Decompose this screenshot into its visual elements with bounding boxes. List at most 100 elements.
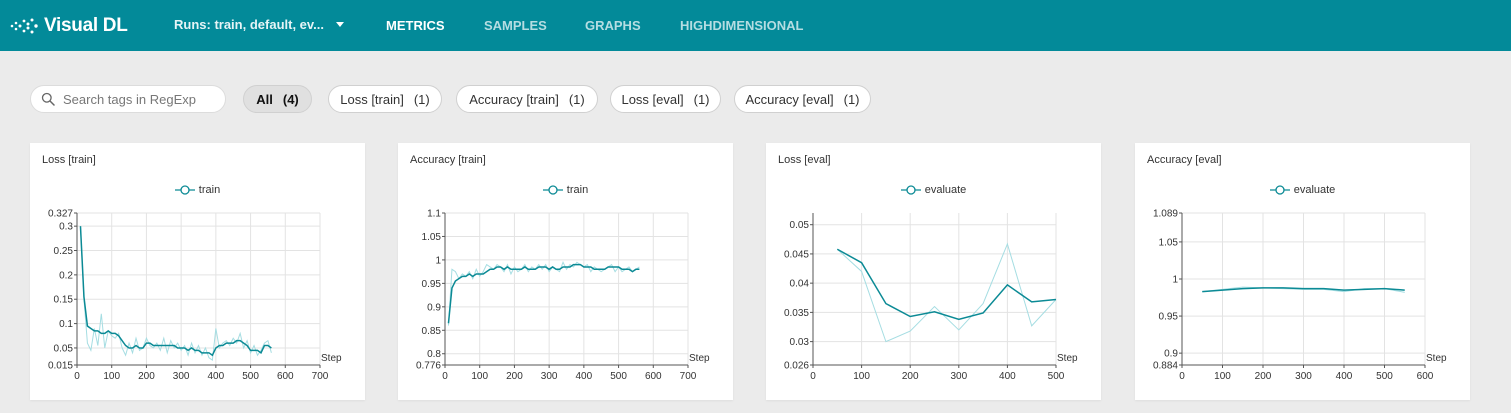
- x-tick-label: 500: [1048, 371, 1065, 382]
- series-smoothed-line: [447, 263, 640, 324]
- chart-title: Accuracy [eval]: [1147, 154, 1222, 166]
- tag-label: All: [256, 91, 273, 107]
- x-tick-label: 400: [1336, 371, 1353, 382]
- tag-count: (1): [693, 91, 710, 107]
- y-tick-label: 0.15: [54, 295, 74, 306]
- y-tick-label: 0.85: [422, 326, 442, 337]
- x-tick-label: 100: [103, 371, 120, 382]
- legend-line-icon: [542, 185, 563, 195]
- series-raw-line: [836, 242, 1057, 343]
- x-tick-label: 500: [610, 371, 627, 382]
- nav-metrics[interactable]: METRICS: [386, 18, 445, 33]
- tag-count: (1): [413, 91, 430, 107]
- x-tick-label: 100: [471, 371, 488, 382]
- x-tick-label: 300: [1295, 371, 1312, 382]
- nav-graphs[interactable]: GRAPHS: [585, 18, 641, 33]
- caret-down-icon: [336, 22, 345, 27]
- x-axis-label: Step: [689, 353, 710, 364]
- line-chart[interactable]: 0 100 200 300 400 500 0.026 0.03 0.035 0.04 0.045 0…: [766, 198, 1101, 398]
- x-tick-label: 700: [680, 371, 697, 382]
- tag-filter-loss-eval[interactable]: Loss [eval] (1): [610, 85, 721, 113]
- chart-legend[interactable]: train: [30, 184, 365, 196]
- legend-line-icon: [174, 185, 195, 195]
- tag-label: Loss [eval]: [621, 91, 684, 107]
- nav-samples[interactable]: SAMPLES: [484, 18, 547, 33]
- y-tick-label: 0.25: [54, 246, 74, 257]
- chart-title: Loss [eval]: [778, 154, 831, 166]
- runs-selector[interactable]: Runs: train, default, ev...: [174, 17, 345, 32]
- y-tick-label: 0.95: [1159, 312, 1179, 323]
- x-tick-label: 0: [442, 371, 448, 382]
- legend-label: train: [198, 184, 221, 196]
- x-axis-label: Step: [1057, 353, 1078, 364]
- x-tick-label: 500: [242, 371, 259, 382]
- tag-count: (4): [282, 91, 299, 107]
- y-tick-label: 0.026: [784, 361, 809, 372]
- y-tick-label: 1.1: [427, 209, 441, 220]
- legend-line-icon: [1269, 185, 1290, 195]
- y-tick-label: 0.2: [59, 270, 73, 281]
- y-tick-label: 0.3: [59, 222, 73, 233]
- x-tick-label: 700: [312, 371, 329, 382]
- x-axis-label: Step: [321, 353, 342, 364]
- nav-highdimensional[interactable]: HIGHDIMENSIONAL: [680, 18, 804, 33]
- chart-card-loss-train: Loss [train] train 0 100 200 300 400 500 600 70…: [30, 143, 365, 400]
- chart-card-accuracy-eval: Accuracy [eval] evaluate 0 100 200 300 400 50…: [1135, 143, 1470, 400]
- tag-count: (1): [843, 91, 860, 107]
- chart-title: Accuracy [train]: [410, 154, 486, 166]
- x-axis-label: Step: [1426, 353, 1447, 364]
- x-tick-label: 0: [74, 371, 80, 382]
- y-tick-label: 0.9: [427, 302, 441, 313]
- x-tick-label: 200: [902, 371, 919, 382]
- x-tick-label: 200: [506, 371, 523, 382]
- top-navigation-bar: Visual DL Runs: train, default, ev... ME…: [0, 0, 1511, 51]
- visualdl-logo-icon: [10, 18, 38, 34]
- x-tick-label: 400: [999, 371, 1016, 382]
- x-tick-label: 600: [277, 371, 294, 382]
- line-chart[interactable]: 0 100 200 300 400 500 600 700 0.015 0.05 0.1 0.15 0.…: [30, 198, 365, 398]
- x-tick-label: 0: [810, 371, 816, 382]
- tag-count: (1): [568, 91, 585, 107]
- chart-legend[interactable]: evaluate: [766, 184, 1101, 196]
- app-name: Visual DL: [44, 15, 128, 36]
- y-tick-label: 1.05: [1159, 237, 1179, 248]
- y-tick-label: 0.1: [59, 319, 73, 330]
- y-tick-label: 0.045: [784, 249, 809, 260]
- y-tick-label: 0.9: [1164, 349, 1178, 360]
- x-tick-label: 400: [208, 371, 225, 382]
- series-raw-line: [447, 260, 640, 326]
- y-tick-label: 1: [1172, 274, 1178, 285]
- series-raw-line: [79, 226, 272, 362]
- x-tick-label: 500: [1376, 371, 1393, 382]
- y-tick-label: 0.04: [790, 279, 810, 290]
- runs-selector-label: Runs: train, default, ev...: [174, 17, 325, 32]
- x-tick-label: 300: [541, 371, 558, 382]
- tag-search[interactable]: [30, 85, 226, 113]
- tag-filter-all[interactable]: All (4): [243, 85, 312, 113]
- search-input[interactable]: [61, 90, 225, 108]
- x-tick-label: 0: [1179, 371, 1185, 382]
- tag-filter-accuracy-train[interactable]: Accuracy [train] (1): [456, 85, 598, 113]
- x-tick-label: 300: [173, 371, 190, 382]
- chart-title: Loss [train]: [42, 154, 96, 166]
- legend-label: evaluate: [1293, 184, 1336, 196]
- y-tick-label: 0.05: [54, 343, 74, 354]
- chart-legend[interactable]: train: [398, 184, 733, 196]
- chart-legend[interactable]: evaluate: [1135, 184, 1470, 196]
- x-tick-label: 600: [645, 371, 662, 382]
- tag-label: Loss [train]: [340, 91, 404, 107]
- tag-filter-accuracy-eval[interactable]: Accuracy [eval] (1): [734, 85, 871, 113]
- chart-card-accuracy-train: Accuracy [train] train 0 100 200 300 400 500 6…: [398, 143, 733, 400]
- y-tick-label: 0.776: [416, 361, 441, 372]
- search-icon: [41, 92, 55, 106]
- legend-label: evaluate: [924, 184, 967, 196]
- y-tick-label: 0.05: [790, 220, 810, 231]
- app-logo[interactable]: Visual DL: [10, 14, 128, 38]
- x-tick-label: 400: [576, 371, 593, 382]
- y-tick-label: 0.03: [790, 337, 810, 348]
- tag-filter-loss-train[interactable]: Loss [train] (1): [328, 85, 442, 113]
- y-tick-label: 0.8: [427, 349, 441, 360]
- legend-line-icon: [900, 185, 921, 195]
